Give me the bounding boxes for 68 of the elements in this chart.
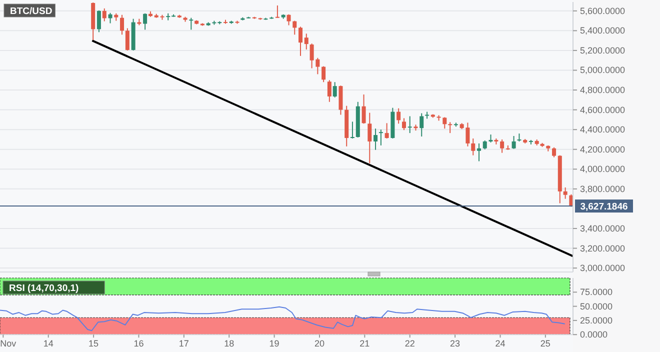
candlestick xyxy=(304,33,308,50)
y-tick-label: 4,600.0000 xyxy=(580,104,626,115)
candlestick xyxy=(322,66,326,83)
y-tick-label: 3,000.0000 xyxy=(580,263,626,274)
candlestick xyxy=(298,26,303,56)
candlestick xyxy=(408,116,412,134)
candlestick xyxy=(143,12,148,30)
candlestick xyxy=(338,85,343,116)
y-tick-label: 50.0000 xyxy=(580,301,613,312)
candlestick xyxy=(512,136,516,150)
candlestick xyxy=(477,142,482,162)
x-tick-label: 15 xyxy=(88,338,99,349)
candlestick xyxy=(552,146,556,158)
candlestick xyxy=(350,121,354,139)
ref-line-label: 3,627.1846 xyxy=(580,202,628,213)
title-tag: RSI (14,70,30,1) xyxy=(2,280,105,294)
candlestick xyxy=(125,28,130,51)
y-tick-label: 25.0000 xyxy=(580,315,613,326)
x-tick-label: 21 xyxy=(360,338,370,349)
candlestick xyxy=(442,116,447,130)
y-tick-label: 4,800.0000 xyxy=(580,85,626,96)
y-tick-label: 4,000.0000 xyxy=(580,164,626,174)
candlestick xyxy=(96,10,101,33)
candlestick xyxy=(471,138,476,156)
line-series xyxy=(0,306,566,332)
candlestick xyxy=(374,128,378,150)
y-tick-label: 5,000.0000 xyxy=(580,65,626,76)
x-tick-label: 18 xyxy=(224,338,234,349)
x-tick-label: 23 xyxy=(450,338,460,349)
y-tick-label: 3,400.0000 xyxy=(580,223,626,234)
y-tick-label: 3,800.0000 xyxy=(580,184,626,194)
candlestick xyxy=(563,186,568,200)
x-tick-label: 24 xyxy=(495,338,506,349)
candlestick xyxy=(402,118,406,131)
candlestick xyxy=(362,94,366,124)
candlestick xyxy=(120,14,124,36)
candlestick xyxy=(292,20,297,36)
candlestick xyxy=(368,112,372,164)
candlestick xyxy=(384,122,389,139)
candlestick xyxy=(332,82,337,98)
candlestick xyxy=(189,17,194,30)
y-tick-label: 4,400.0000 xyxy=(580,124,626,135)
y-tick-label: 4,200.0000 xyxy=(580,144,626,154)
candlestick xyxy=(500,138,504,154)
candlestick xyxy=(327,80,332,102)
x-tick-label: 25 xyxy=(540,338,550,349)
y-tick-label: 3,200.0000 xyxy=(580,243,626,254)
candlestick xyxy=(420,112,424,138)
candlestick xyxy=(396,108,401,124)
y-tick-label: 5,200.0000 xyxy=(580,45,626,56)
x-tick-label: 14 xyxy=(43,338,54,349)
candlestick xyxy=(378,129,383,146)
y-tick-label: 0.0000 xyxy=(580,330,608,340)
x-tick-label: 19 xyxy=(269,338,280,349)
x-tick-label: 20 xyxy=(314,338,324,349)
x-tick-label: 16 xyxy=(134,338,144,349)
y-tick-label: 75.0000 xyxy=(580,287,613,298)
title-tag: BTC/USD xyxy=(4,4,56,18)
y-tick-label: 5,600.0000 xyxy=(580,6,626,16)
candlestick xyxy=(286,14,291,26)
y-tick-label: 5,400.0000 xyxy=(580,26,626,36)
candlestick xyxy=(108,12,112,24)
candlestick xyxy=(275,4,280,18)
x-tick-label: 17 xyxy=(178,338,189,349)
x-tick-label: 22 xyxy=(404,338,415,349)
candlestick xyxy=(102,8,106,22)
x-tick-label: Nov xyxy=(0,338,17,349)
candlestick xyxy=(448,122,452,134)
